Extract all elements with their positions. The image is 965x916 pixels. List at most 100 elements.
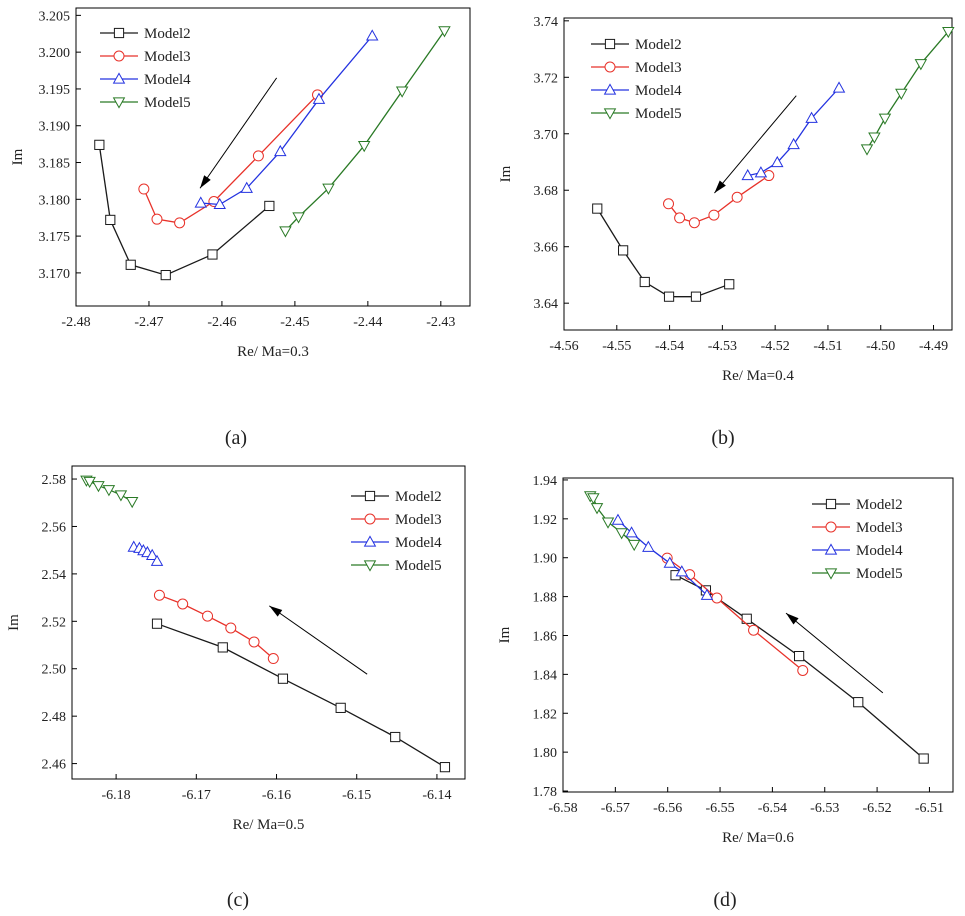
y-tick-label: 2.46 bbox=[42, 758, 67, 773]
data-point-model3 bbox=[177, 598, 189, 610]
data-point-model3 bbox=[252, 150, 264, 162]
series-line-model3 bbox=[159, 594, 274, 659]
legend: Model2 Model3 Model4 Model5 bbox=[100, 26, 191, 111]
legend-marker-model5 bbox=[603, 108, 617, 120]
direction-arrow-head bbox=[269, 605, 283, 617]
direction-arrow-shaft bbox=[199, 77, 278, 189]
y-tick-label: 1.92 bbox=[533, 513, 558, 528]
legend-label-model4: Model4 bbox=[635, 83, 682, 99]
data-point-model2 bbox=[639, 276, 650, 288]
x-tick-label: -6.51 bbox=[915, 801, 944, 816]
series-line-model2 bbox=[98, 144, 270, 276]
data-point-model4 bbox=[771, 155, 784, 168]
data-point-model4 bbox=[805, 111, 818, 123]
y-tick-label: 1.80 bbox=[533, 746, 558, 761]
direction-arrow-head bbox=[200, 175, 211, 189]
legend-label-model3: Model3 bbox=[144, 49, 191, 65]
y-tick-label: 1.86 bbox=[533, 629, 558, 644]
x-axis-label: Re/ Ma=0.5 bbox=[233, 817, 305, 833]
data-point-model4 bbox=[145, 548, 159, 560]
plot-frame bbox=[75, 7, 471, 307]
x-tick-label: -4.49 bbox=[919, 339, 948, 354]
legend-label-model4: Model4 bbox=[144, 72, 191, 88]
data-point-model4 bbox=[832, 81, 846, 93]
x-tick-label: -4.53 bbox=[708, 339, 737, 354]
legend-marker-model3 bbox=[825, 521, 837, 533]
data-point-model4 bbox=[625, 526, 638, 538]
x-tick-label: -2.43 bbox=[426, 315, 455, 330]
legend-marker-model3 bbox=[113, 50, 125, 62]
data-point-model4 bbox=[213, 197, 226, 210]
series-line-model3 bbox=[143, 94, 318, 224]
y-tick-label: 1.88 bbox=[533, 591, 558, 606]
legend-label-model5: Model5 bbox=[635, 106, 682, 122]
data-point-model5 bbox=[942, 26, 955, 39]
y-tick-label: 3.205 bbox=[39, 9, 71, 24]
data-point-model2 bbox=[151, 618, 163, 629]
data-point-model5 bbox=[92, 481, 105, 493]
data-point-model3 bbox=[748, 624, 760, 636]
data-point-model5 bbox=[895, 88, 908, 101]
chart-a: -2.48 -2.47 -2.46 -2.45 -2.44 -2.43 3.170 3.175… bbox=[10, 7, 471, 360]
legend-marker-model2 bbox=[825, 498, 837, 510]
y-tick-label: 3.68 bbox=[534, 184, 559, 199]
data-point-model4 bbox=[194, 196, 208, 208]
legend: Model2 Model3 Model4 Model5 bbox=[351, 489, 442, 574]
data-point-model2 bbox=[690, 291, 702, 302]
x-tick-label: -4.54 bbox=[655, 339, 684, 354]
y-tick-label: 1.78 bbox=[533, 785, 558, 800]
legend-marker-model3 bbox=[364, 513, 376, 525]
data-point-model5 bbox=[83, 476, 96, 489]
data-point-model4 bbox=[675, 565, 689, 577]
data-point-model2 bbox=[793, 650, 805, 662]
x-tick-label: -6.16 bbox=[262, 788, 291, 803]
data-point-model5 bbox=[322, 183, 335, 195]
direction-arrow-shaft bbox=[785, 612, 884, 694]
data-point-model5 bbox=[868, 132, 881, 144]
x-tick-label: -4.51 bbox=[813, 339, 842, 354]
data-point-model4 bbox=[741, 168, 754, 181]
legend-label-model2: Model2 bbox=[395, 489, 442, 505]
y-tick-label: 3.72 bbox=[534, 71, 559, 86]
y-tick-label: 3.70 bbox=[534, 128, 559, 143]
y-tick-label: 2.52 bbox=[42, 615, 67, 630]
data-point-model3 bbox=[153, 589, 165, 601]
x-axis-label: Re/ Ma=0.4 bbox=[722, 368, 794, 384]
data-point-model5 bbox=[114, 490, 128, 502]
series-line-model4 bbox=[200, 35, 373, 206]
data-point-model2 bbox=[335, 702, 346, 713]
legend-label-model5: Model5 bbox=[395, 558, 442, 574]
legend-marker-model4 bbox=[603, 83, 617, 95]
x-axis-label: Re/ Ma=0.6 bbox=[722, 830, 794, 846]
data-point-model5 bbox=[102, 485, 116, 497]
data-point-model4 bbox=[240, 181, 253, 193]
data-point-model2 bbox=[217, 642, 228, 653]
data-point-model3 bbox=[674, 212, 686, 224]
direction-arrow-head bbox=[786, 613, 799, 625]
data-point-model2 bbox=[618, 245, 629, 256]
x-tick-label: -4.56 bbox=[549, 339, 578, 354]
data-point-model5 bbox=[914, 59, 928, 71]
data-point-model4 bbox=[611, 513, 625, 525]
y-tick-label: 3.66 bbox=[534, 241, 559, 256]
data-point-model3 bbox=[267, 653, 279, 665]
legend-marker-model2 bbox=[364, 490, 376, 502]
y-tick-label: 3.195 bbox=[39, 83, 71, 98]
data-point-model5 bbox=[279, 226, 292, 238]
y-tick-label: 3.185 bbox=[39, 157, 71, 172]
data-point-model2 bbox=[592, 203, 603, 214]
panel-label-d: (d) bbox=[713, 889, 736, 911]
data-point-model2 bbox=[264, 200, 275, 212]
x-tick-label: -6.53 bbox=[810, 801, 839, 816]
data-point-model5 bbox=[587, 493, 600, 505]
data-point-model4 bbox=[365, 29, 379, 41]
x-tick-label: -6.52 bbox=[863, 801, 892, 816]
series-line-model5 bbox=[866, 31, 949, 150]
x-tick-label: -6.17 bbox=[182, 788, 211, 803]
direction-arrow-shaft bbox=[714, 95, 797, 194]
data-point-model4 bbox=[642, 540, 655, 552]
y-tick-label: 3.190 bbox=[39, 120, 71, 135]
panel-label-c: (c) bbox=[227, 889, 249, 911]
legend-marker-model2 bbox=[604, 38, 616, 50]
series-line-model2 bbox=[596, 208, 730, 298]
